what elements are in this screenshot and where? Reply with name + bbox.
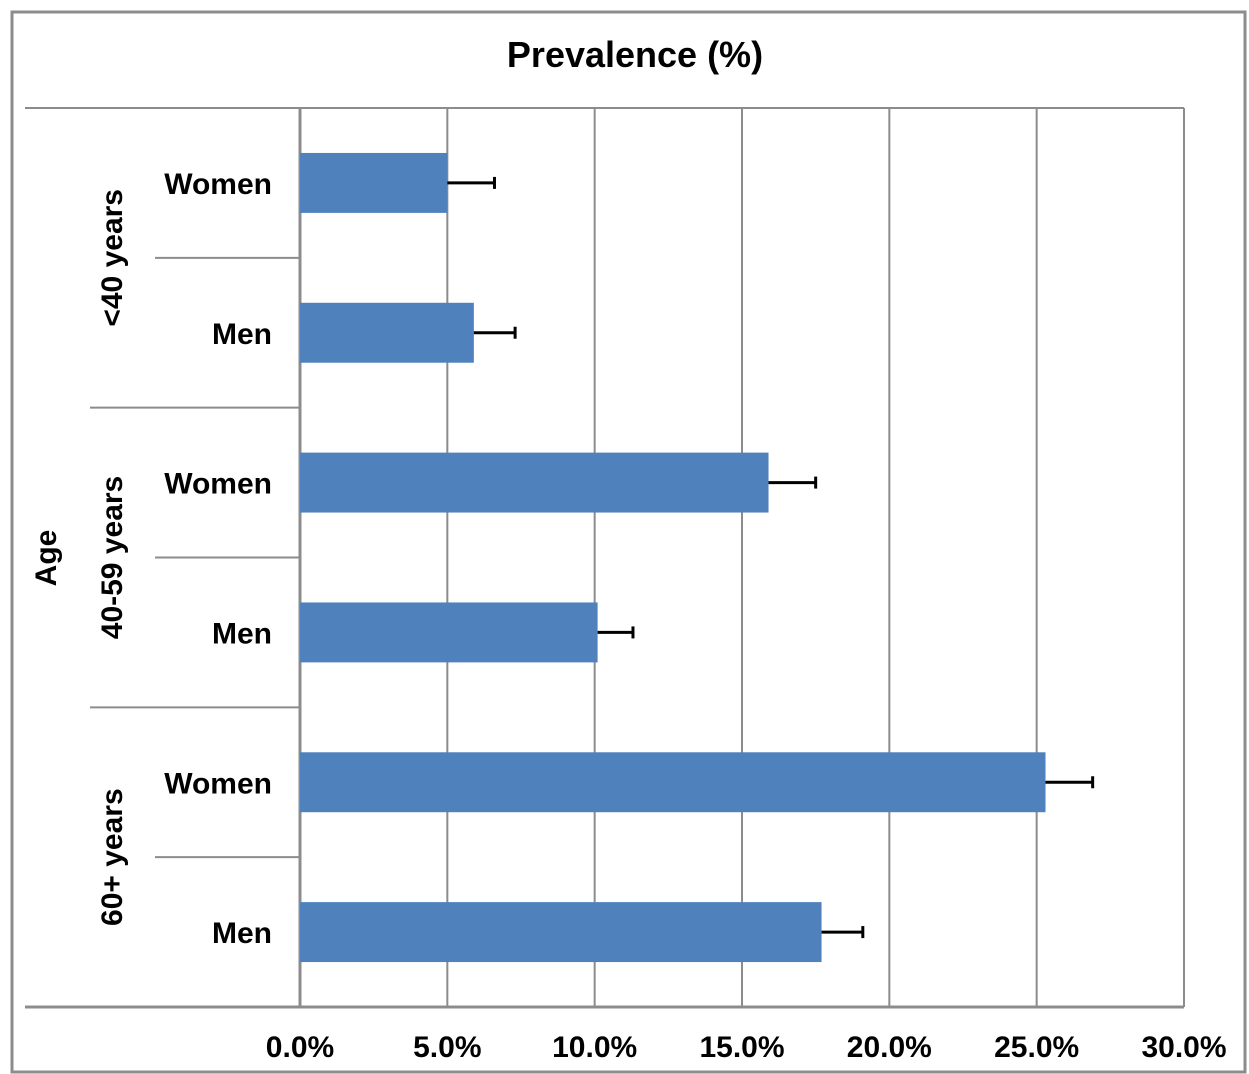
x-tick-label-1: 5.0% [413,1031,481,1064]
category-label-1: Men [212,318,272,351]
group-label-1: 40-59 years [96,476,129,639]
bar-5 [300,902,822,963]
category-label-4: Women [164,767,272,800]
grid-layer [25,107,1185,1009]
category-label-5: Men [212,917,272,950]
bar-layer [300,152,1095,963]
x-tick-label-4: 20.0% [847,1031,932,1064]
y-axis-title: Age [30,530,63,587]
group-label-2: 60+ years [96,788,129,926]
group-label-0: <40 years [96,189,129,327]
x-tick-label-5: 25.0% [994,1031,1079,1064]
category-label-2: Women [164,468,272,501]
x-tick-label-3: 15.0% [699,1031,784,1064]
bar-0 [300,152,448,213]
bar-1 [300,302,474,363]
category-label-0: Women [164,168,272,201]
bar-4 [300,752,1046,813]
bar-2 [300,452,769,513]
chart-title: Prevalence (%) [507,34,763,75]
x-tick-label-0: 0.0% [266,1031,334,1064]
chart-frame [10,10,1247,1074]
x-tick-label-2: 10.0% [552,1031,637,1064]
category-label-3: Men [212,617,272,650]
label-layer: 0.0% 5.0% 10.0% 15.0% 20.0% 25.0% 30.0% <40 yea… [96,168,1227,1064]
bar-3 [300,602,598,663]
x-tick-label-6: 30.0% [1141,1031,1226,1064]
